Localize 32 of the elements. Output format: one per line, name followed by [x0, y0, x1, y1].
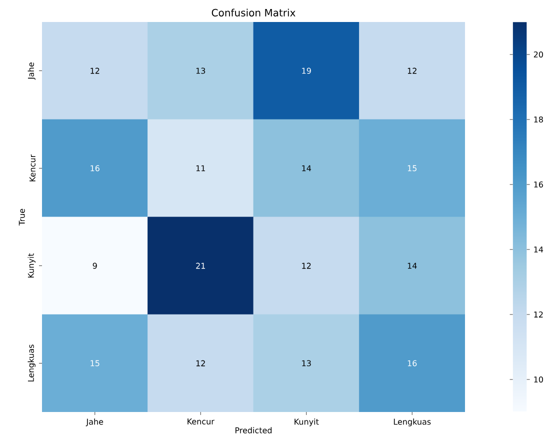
- x-tick-label: Kencur: [188, 418, 214, 424]
- data-label: 11: [196, 165, 205, 172]
- color-bar-label: 16: [534, 181, 543, 188]
- data-label: 19: [302, 68, 311, 74]
- data-label: 21: [196, 262, 205, 269]
- data-label: 16: [408, 360, 417, 366]
- chart-title: Confusion Matrix: [212, 8, 296, 16]
- data-label: 9: [92, 262, 97, 269]
- data-label: 13: [196, 68, 206, 74]
- color-bar-label: 12: [534, 312, 543, 318]
- y-tick-label: Lengkuas: [28, 344, 36, 382]
- x-tick-label: Lengkuas: [394, 418, 431, 426]
- x-tick-label: Kunyit: [294, 418, 319, 426]
- data-label: 15: [90, 360, 100, 366]
- data-label: 12: [408, 68, 416, 74]
- data-label: 14: [302, 165, 312, 172]
- color-bar-label: 20: [534, 51, 543, 58]
- data-label: 14: [408, 262, 417, 269]
- color-bar-label: 18: [534, 116, 543, 123]
- y-tick-label: Kunyit: [28, 253, 36, 278]
- data-label: 12: [302, 262, 311, 269]
- data-label: 15: [408, 165, 417, 172]
- data-label: 12: [90, 68, 100, 74]
- data-label: 12: [196, 360, 205, 366]
- y-tick-label: Kencur: [30, 154, 36, 182]
- data-label: 16: [90, 165, 100, 172]
- color-bar-label: 14: [534, 246, 544, 252]
- y-tick-label: Jahe: [28, 62, 36, 80]
- color-bar-label: 10: [534, 376, 543, 383]
- x-axis-title: Predicted: [236, 427, 272, 434]
- y-axis-title: True: [18, 208, 25, 226]
- x-tick-label: Jahe: [86, 418, 104, 426]
